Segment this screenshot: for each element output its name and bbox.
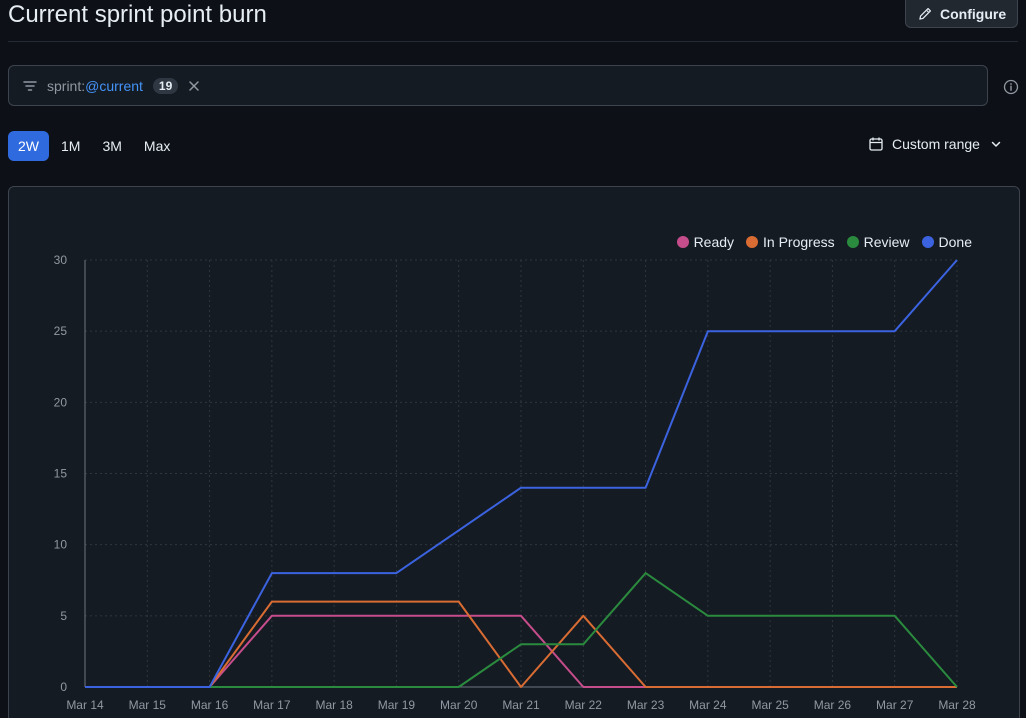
x-tick-label: Mar 21 bbox=[502, 698, 540, 712]
x-tick-label: Mar 23 bbox=[627, 698, 665, 712]
filter-input[interactable]: sprint: @current 19 bbox=[8, 65, 988, 106]
legend-swatch-ready bbox=[676, 236, 689, 248]
x-tick-label: Mar 20 bbox=[440, 698, 478, 712]
y-tick-label: 15 bbox=[54, 467, 68, 481]
configure-label: Configure bbox=[940, 5, 1007, 22]
x-tick-label: Mar 14 bbox=[66, 698, 104, 712]
y-tick-label: 5 bbox=[60, 609, 67, 623]
legend-item-done[interactable]: Done bbox=[921, 234, 972, 250]
x-tick-label: Mar 26 bbox=[814, 698, 852, 712]
y-tick-label: 10 bbox=[54, 538, 68, 552]
filter-icon bbox=[22, 78, 38, 94]
tab-1m[interactable]: 1M bbox=[61, 138, 81, 154]
range-tabs: 2W 1M 3M Max bbox=[8, 131, 182, 161]
filter-value: @current bbox=[85, 77, 143, 94]
close-icon[interactable] bbox=[188, 80, 200, 92]
legend-swatch-done bbox=[921, 236, 934, 248]
x-tick-label: Mar 15 bbox=[129, 698, 167, 712]
x-tick-label: Mar 17 bbox=[253, 698, 291, 712]
legend-label-ready: Ready bbox=[693, 234, 735, 250]
pencil-icon bbox=[918, 7, 932, 21]
chart-legend: Ready In Progress Review Done bbox=[676, 234, 972, 250]
filter-key: sprint: bbox=[47, 77, 86, 94]
x-tick-label: Mar 25 bbox=[751, 698, 789, 712]
y-tick-label: 0 bbox=[60, 680, 67, 694]
y-tick-label: 25 bbox=[54, 324, 68, 338]
x-tick-label: Mar 27 bbox=[876, 698, 914, 712]
calendar-icon bbox=[868, 136, 884, 152]
legend-item-in-progress[interactable]: In Progress bbox=[746, 234, 835, 250]
burn-chart: 0 5 10 15 20 25 30 Mar 14 Mar 15 Mar 16 Mar 17 Mar … bbox=[54, 253, 976, 712]
legend-label-review: Review bbox=[863, 234, 910, 250]
chevron-down-icon bbox=[990, 138, 1002, 150]
x-tick-label: Mar 24 bbox=[689, 698, 727, 712]
x-tick-label: Mar 22 bbox=[565, 698, 603, 712]
legend-label-in-progress: In Progress bbox=[763, 234, 835, 250]
x-tick-label: Mar 19 bbox=[378, 698, 416, 712]
custom-range-button[interactable]: Custom range bbox=[868, 136, 1002, 152]
filter-count-badge: 19 bbox=[152, 77, 179, 94]
x-tick-label: Mar 16 bbox=[191, 698, 229, 712]
x-tick-label: Mar 28 bbox=[938, 698, 976, 712]
page-title: Current sprint point burn bbox=[8, 1, 267, 28]
series-line-review bbox=[85, 572, 958, 688]
series-line-done bbox=[85, 259, 958, 688]
series-line-in-progress bbox=[85, 600, 957, 688]
configure-button[interactable]: Configure bbox=[905, 0, 1018, 28]
legend-item-review[interactable]: Review bbox=[846, 234, 910, 250]
tab-3m[interactable]: 3M bbox=[102, 138, 122, 154]
y-tick-label: 30 bbox=[54, 253, 68, 267]
tab-2w[interactable]: 2W bbox=[8, 131, 49, 161]
info-icon[interactable] bbox=[1003, 79, 1019, 100]
legend-label-done: Done bbox=[938, 234, 972, 250]
title-divider bbox=[8, 41, 1018, 42]
x-tick-label: Mar 18 bbox=[315, 698, 353, 712]
custom-range-label: Custom range bbox=[892, 136, 980, 152]
y-tick-label: 20 bbox=[54, 395, 68, 409]
tab-max[interactable]: Max bbox=[143, 138, 171, 154]
chart-panel: 0 5 10 15 20 25 30 Mar 14 Mar 15 Mar 16 Mar 17 Mar … bbox=[8, 186, 1020, 718]
legend-swatch-review bbox=[846, 236, 859, 248]
legend-swatch-in-progress bbox=[746, 236, 759, 248]
legend-item-ready[interactable]: Ready bbox=[676, 234, 735, 250]
